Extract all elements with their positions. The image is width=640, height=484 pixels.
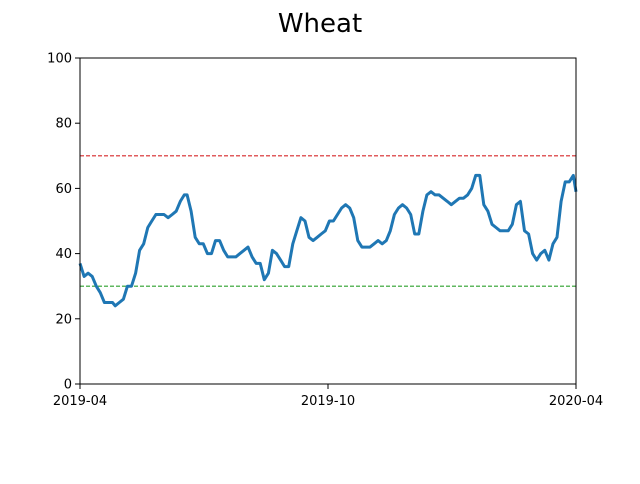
x-axis: 2019-04 2019-10 2020-04 xyxy=(53,384,603,409)
x-tick-label: 2019-10 xyxy=(301,394,355,409)
y-tick-label: 60 xyxy=(55,182,72,197)
series-layer xyxy=(78,173,578,308)
y-tick-label: 0 xyxy=(64,378,72,393)
y-tick-label: 80 xyxy=(55,117,72,132)
x-tick-label: 2020-04 xyxy=(549,394,603,409)
reference-lines xyxy=(80,155,576,287)
series-line xyxy=(78,173,578,308)
y-tick-label: 100 xyxy=(47,52,72,67)
x-tick-label: 2019-04 xyxy=(53,394,107,409)
y-axis: 0 20 40 60 80 100 xyxy=(47,52,80,393)
y-tick-label: 20 xyxy=(55,312,72,327)
chart-title: Wheat xyxy=(278,9,362,39)
y-tick-label: 40 xyxy=(55,247,72,262)
